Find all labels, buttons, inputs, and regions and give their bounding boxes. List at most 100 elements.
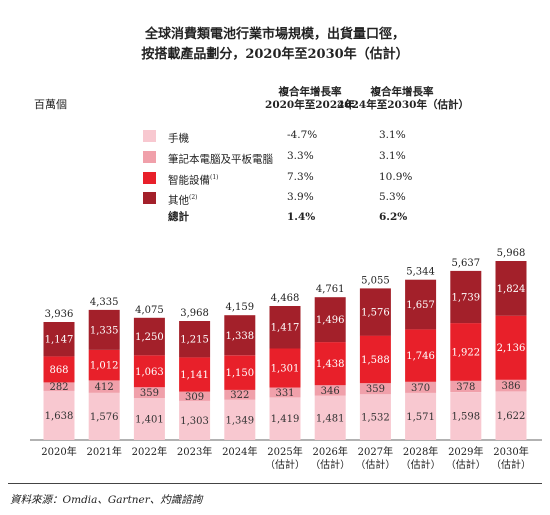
segment-value-label: 2,136 xyxy=(497,343,526,354)
segment-value-label: 378 xyxy=(456,382,475,393)
x-tick-label: 2025年 xyxy=(267,445,302,458)
x-tick-label: 2021年 xyxy=(86,445,121,458)
bar-segment xyxy=(495,391,527,440)
segment-value-label: 1,481 xyxy=(316,413,345,424)
segment-value-label: 868 xyxy=(49,365,68,376)
bar-segment xyxy=(133,355,165,388)
segment-value-label: 1,598 xyxy=(451,412,480,423)
bar-segment xyxy=(269,348,301,388)
x-tick-label: 2024年 xyxy=(222,445,257,458)
x-tick-label: （估計） xyxy=(310,458,350,471)
bar-segment xyxy=(88,392,120,440)
bar-segment xyxy=(179,400,211,440)
x-tick-label: 2027年 xyxy=(358,445,393,458)
total-value-label: 4,761 xyxy=(316,284,345,295)
legend-label: 筆記本電腦及平板電腦 xyxy=(168,153,273,166)
total-value-label: 3,936 xyxy=(45,309,74,320)
x-tick-label: 2020年 xyxy=(41,445,76,458)
segment-value-label: 1,588 xyxy=(361,355,390,366)
segment-value-label: 309 xyxy=(185,392,204,403)
bar-segment xyxy=(269,387,301,398)
unit-label: 百萬個 xyxy=(34,98,67,111)
x-tick-label: （估計） xyxy=(446,458,486,471)
segment-value-label: 1,012 xyxy=(90,361,119,372)
total-cagr-2024-2030: 6.2% xyxy=(379,211,408,223)
bar-segment xyxy=(359,288,391,336)
segment-value-label: 346 xyxy=(321,386,340,397)
legend-swatch xyxy=(143,130,156,142)
total-value-label: 5,637 xyxy=(451,258,480,269)
legend-label: 智能設備 xyxy=(168,174,210,187)
bar-segment xyxy=(495,315,527,380)
total-value-label: 5,344 xyxy=(406,267,435,278)
segment-value-label: 1,147 xyxy=(45,335,74,346)
legend-cagr-2020-2024: 7.3% xyxy=(287,171,314,183)
legend-swatch xyxy=(143,192,156,204)
bar-segment xyxy=(495,261,527,316)
bar-segment xyxy=(224,355,256,390)
segment-value-label: 322 xyxy=(230,390,249,401)
segment-value-label: 1,150 xyxy=(225,368,254,379)
bar-segment xyxy=(133,387,165,398)
x-tick-label: （估計） xyxy=(265,458,305,471)
legend-cagr-2024-2030: 3.1% xyxy=(379,150,406,162)
chart-title-line1: 全球消費類電池行業市場規模，出貨量口徑， xyxy=(144,27,405,42)
segment-value-label: 370 xyxy=(411,383,430,394)
segment-value-label: 1,250 xyxy=(135,332,164,343)
segment-value-label: 1,532 xyxy=(361,413,390,424)
bar-segment xyxy=(359,383,391,395)
bar-segment xyxy=(88,380,120,393)
source-note: 資料來源：Omdia、Gartner、灼識諮詢 xyxy=(10,494,203,506)
bar-segment xyxy=(224,315,256,356)
bar-segment xyxy=(405,381,437,393)
bar-segment xyxy=(43,382,75,391)
legend-cagr-2024-2030: 10.9% xyxy=(379,171,413,183)
segment-value-label: 1,824 xyxy=(497,284,526,295)
segment-value-label: 1,303 xyxy=(180,416,209,427)
segment-value-label: 386 xyxy=(501,381,520,392)
source-divider xyxy=(8,483,542,484)
bar-segment xyxy=(133,317,165,356)
legend-total-label: 總計 xyxy=(168,211,189,223)
bar-segment xyxy=(405,329,437,382)
segment-value-label: 1,576 xyxy=(361,308,390,319)
bar-segment xyxy=(314,297,346,343)
segment-value-label: 1,401 xyxy=(135,415,164,426)
x-tick-label: 2026年 xyxy=(312,445,347,458)
legend-cagr-2024-2030: 3.1% xyxy=(379,129,406,141)
segment-value-label: 1,922 xyxy=(451,347,480,358)
bar-segment xyxy=(179,321,211,358)
segment-value-label: 1,417 xyxy=(271,323,300,334)
bar-segment xyxy=(269,306,301,349)
bar-segment xyxy=(314,395,346,440)
bar-segment xyxy=(224,399,256,440)
chart-title-line2: 按搭載產品劃分，2020年至2030年（估計） xyxy=(141,47,409,62)
x-tick-label: （估計） xyxy=(355,458,395,471)
legend-cagr-2020-2024: -4.7% xyxy=(287,129,318,141)
bar-segment xyxy=(495,379,527,392)
x-tick-label: 2030年 xyxy=(493,445,528,458)
total-cagr-2020-2024: 1.4% xyxy=(287,211,316,223)
bar-segment xyxy=(43,390,75,440)
bar-segment xyxy=(314,385,346,396)
bar-segment xyxy=(314,342,346,386)
total-value-label: 4,468 xyxy=(271,293,300,304)
segment-value-label: 1,141 xyxy=(180,370,209,381)
segment-value-label: 331 xyxy=(275,388,294,399)
total-value-label: 4,075 xyxy=(135,305,164,316)
x-tick-label: （估計） xyxy=(401,458,441,471)
x-tick-label: （估計） xyxy=(491,458,531,471)
bar-segment xyxy=(405,279,437,330)
legend-cagr-2020-2024: 3.3% xyxy=(287,150,314,162)
segment-value-label: 1,746 xyxy=(406,351,435,362)
bar-segment xyxy=(450,380,482,392)
segment-value-label: 1,335 xyxy=(90,326,119,337)
bar-segment xyxy=(224,389,256,400)
legend-cagr-2020-2024: 3.9% xyxy=(287,191,314,203)
x-tick-label: 2022年 xyxy=(132,445,167,458)
bar-segment xyxy=(359,335,391,384)
segment-value-label: 1,622 xyxy=(497,411,526,422)
segment-value-label: 1,301 xyxy=(271,364,300,375)
segment-value-label: 359 xyxy=(366,384,385,395)
legend-swatch xyxy=(143,172,156,184)
